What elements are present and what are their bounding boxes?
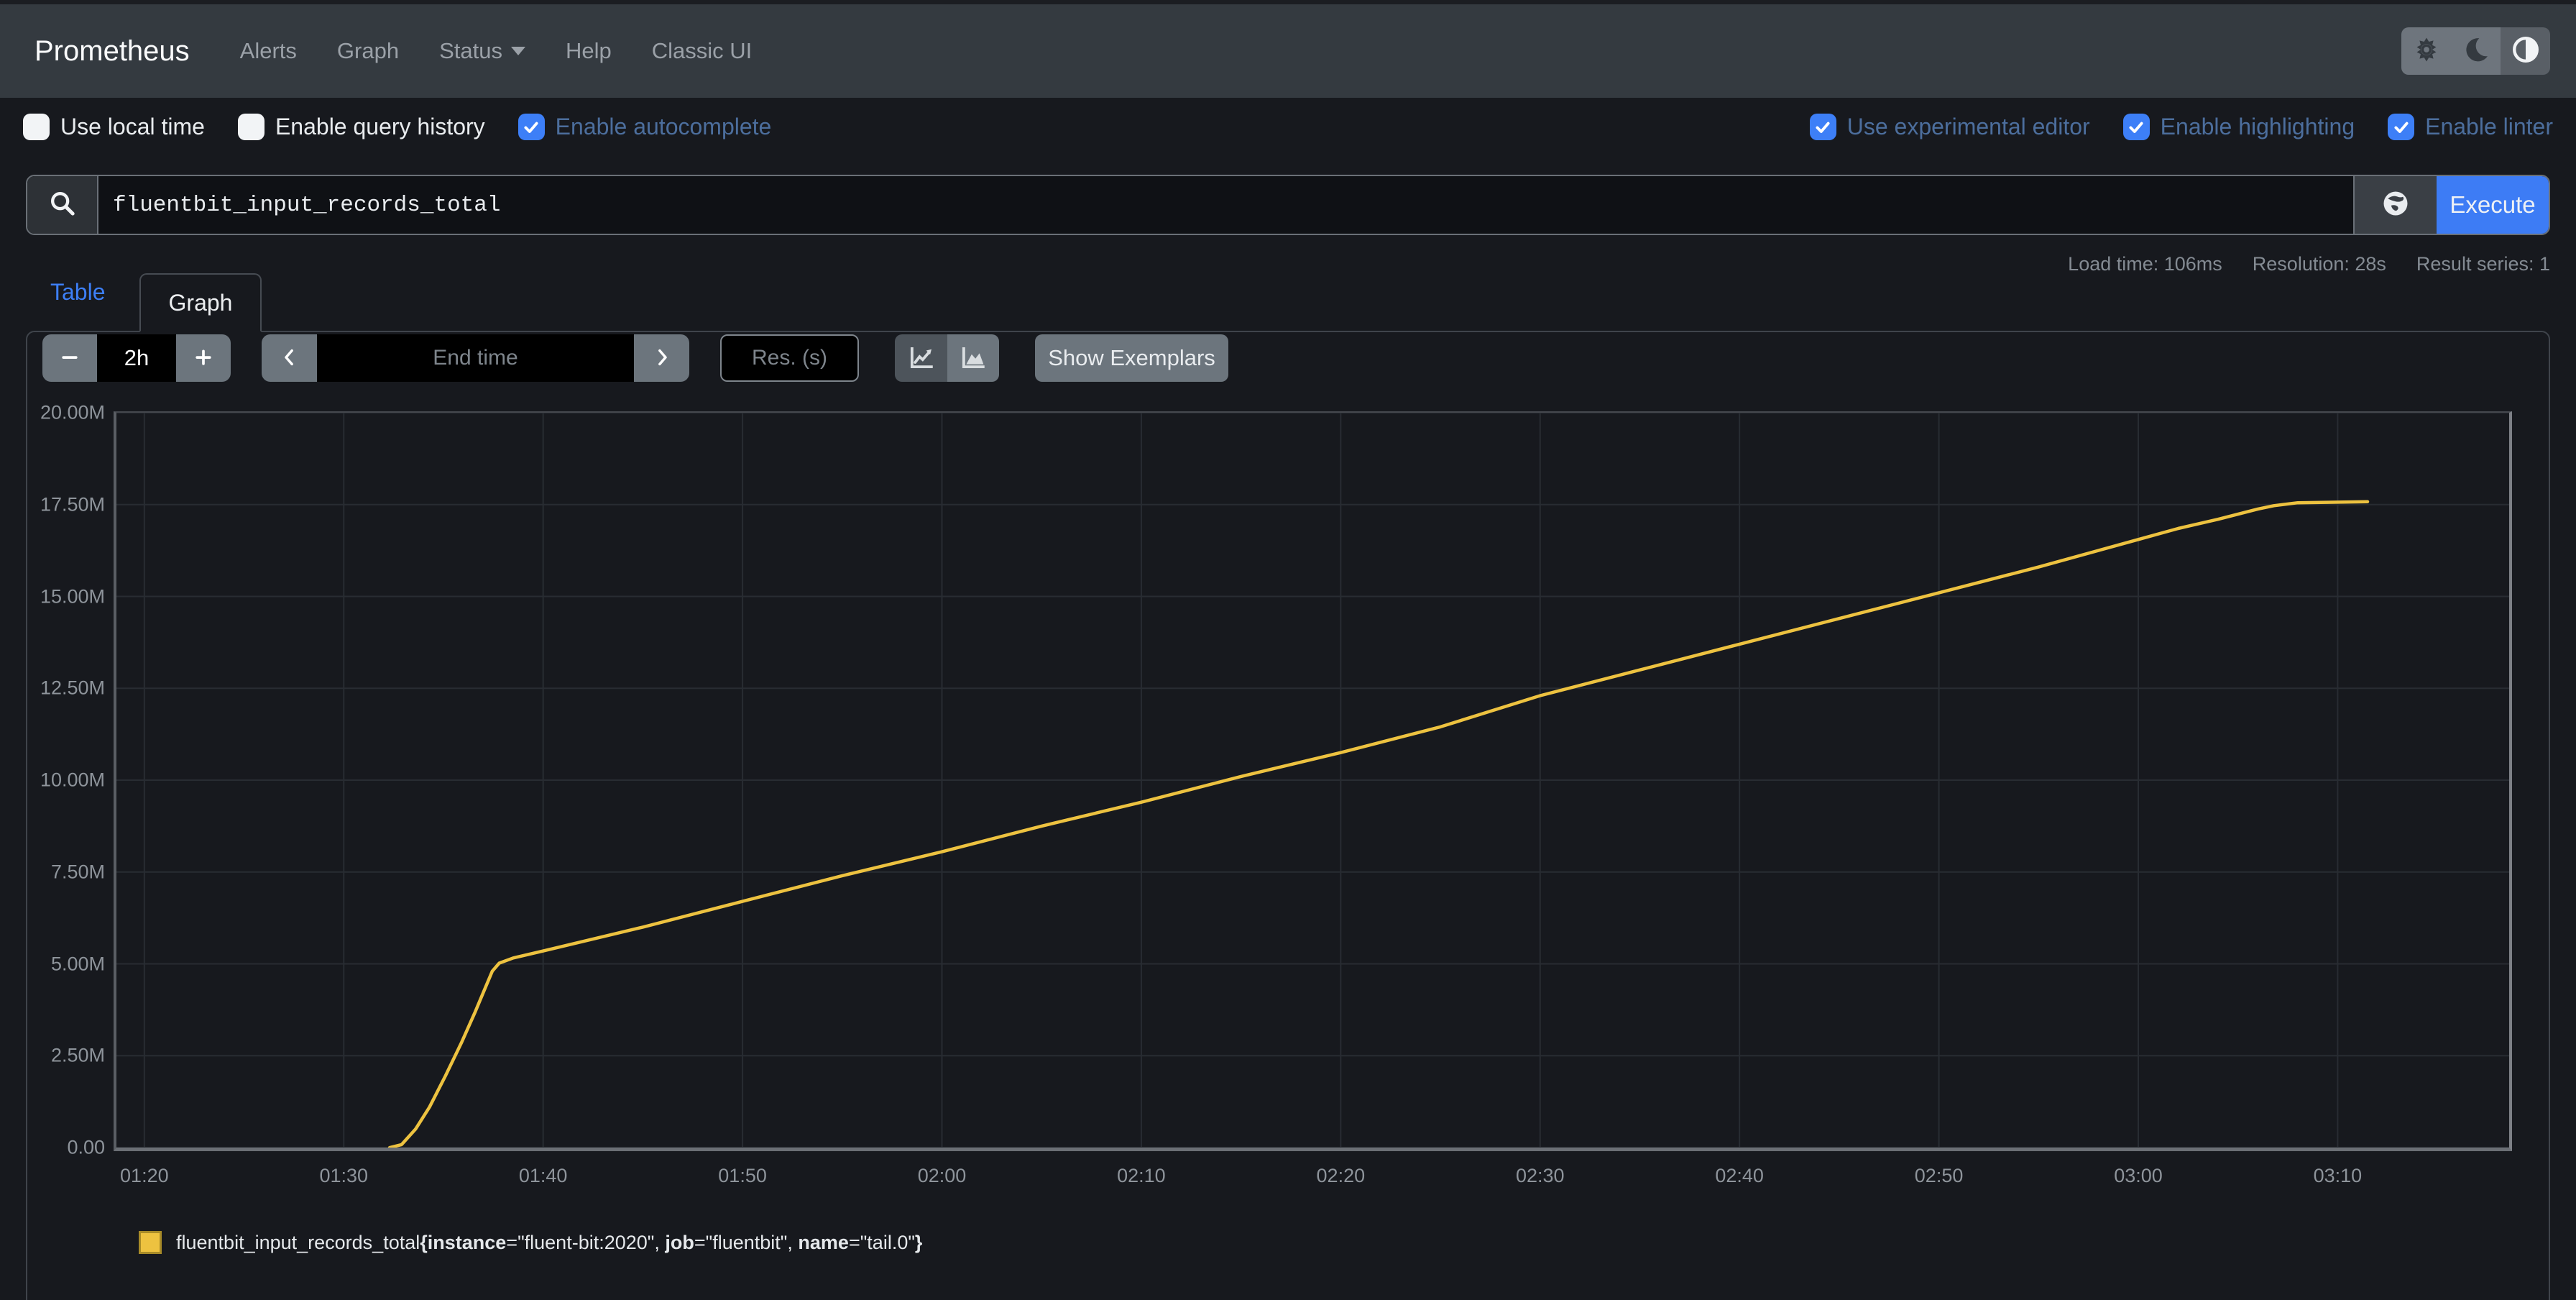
- x-tick-label: 01:40: [518, 1165, 568, 1186]
- nav-links: Alerts Graph Status Help Classic UI: [240, 38, 753, 64]
- y-tick-label: 7.50M: [50, 861, 105, 883]
- chart-plot-area[interactable]: [114, 411, 2512, 1151]
- checkbox: [1809, 114, 1836, 140]
- light-theme-button[interactable]: [2401, 27, 2451, 75]
- chart-type-toggle: [895, 334, 999, 382]
- chart-svg: [116, 413, 2509, 1148]
- query-bar: Execute: [26, 175, 2550, 235]
- show-exemplars-button[interactable]: Show Exemplars: [1035, 334, 1228, 382]
- dark-theme-button[interactable]: [2451, 27, 2501, 75]
- checkbox: [2388, 114, 2415, 140]
- result-series-stat: Result series: 1: [2416, 253, 2550, 275]
- checkbox: [518, 114, 545, 140]
- x-tick-label: 02:40: [1715, 1165, 1764, 1186]
- resolution-input[interactable]: [720, 334, 859, 382]
- enable-query-history-checkbox[interactable]: Enable query history: [237, 114, 485, 140]
- graph-panel: [26, 331, 2550, 1300]
- navbar: Prometheus Alerts Graph Status Help Clas…: [0, 4, 2576, 98]
- globe-icon: [2380, 188, 2411, 223]
- x-tick-label: 03:10: [2313, 1165, 2363, 1186]
- chevron-left-icon: [279, 347, 300, 370]
- y-tick-label: 17.50M: [40, 493, 105, 516]
- decrease-range-button[interactable]: [42, 334, 97, 382]
- tab-graph[interactable]: Graph: [139, 273, 262, 332]
- checkbox: [237, 114, 264, 140]
- settings-right: Use experimental editor Enable highlight…: [1809, 114, 2553, 140]
- query-expression-input[interactable]: [98, 176, 2353, 234]
- series-legend-label: fluentbit_input_records_total{instance="…: [176, 1231, 923, 1253]
- minus-icon: [58, 345, 82, 372]
- end-time-input[interactable]: [317, 334, 634, 382]
- brand-prometheus[interactable]: Prometheus: [34, 35, 190, 67]
- x-tick-label: 02:00: [917, 1165, 967, 1186]
- x-tick-label: 02:20: [1316, 1165, 1366, 1186]
- moon-icon: [2461, 35, 2491, 68]
- y-tick-label: 10.00M: [40, 769, 105, 791]
- checkbox: [2122, 114, 2150, 140]
- series-color-swatch: [139, 1231, 162, 1254]
- area-chart-toggle-button[interactable]: [947, 334, 999, 382]
- area-chart-icon: [958, 342, 988, 375]
- theme-toggle-group: [2401, 27, 2550, 75]
- enable-linter-checkbox[interactable]: Enable linter: [2388, 114, 2553, 140]
- x-tick-label: 01:20: [120, 1165, 169, 1186]
- series-line: [387, 500, 2370, 1148]
- enable-highlighting-checkbox[interactable]: Enable highlighting: [2122, 114, 2355, 140]
- time-forward-button[interactable]: [634, 334, 689, 382]
- nav-item-graph[interactable]: Graph: [336, 38, 400, 63]
- enable-autocomplete-checkbox[interactable]: Enable autocomplete: [518, 114, 771, 140]
- x-tick-label: 02:10: [1117, 1165, 1166, 1186]
- plus-icon: [191, 345, 216, 372]
- time-back-button[interactable]: [262, 334, 317, 382]
- auto-theme-button[interactable]: [2501, 27, 2550, 75]
- x-tick-label: 01:50: [718, 1165, 767, 1186]
- tab-table[interactable]: Table: [50, 279, 106, 305]
- search-icon: [48, 189, 77, 221]
- resolution-stat: Resolution: 28s: [2252, 253, 2386, 275]
- chart-legend: fluentbit_input_records_total{instance="…: [139, 1231, 922, 1254]
- settings-row: Use local time Enable query history Enab…: [23, 114, 2553, 140]
- nav-item-alerts[interactable]: Alerts: [239, 38, 297, 63]
- chevron-down-icon: [510, 47, 525, 55]
- increase-range-button[interactable]: [176, 334, 231, 382]
- checkbox: [23, 114, 50, 140]
- contrast-icon: [2510, 34, 2542, 69]
- nav-item-help[interactable]: Help: [565, 38, 612, 63]
- y-tick-label: 0.00: [67, 1136, 105, 1158]
- line-chart-icon: [906, 342, 937, 375]
- nav-item-status-dropdown[interactable]: Status: [439, 38, 525, 64]
- sun-icon: [2411, 35, 2442, 68]
- end-time-control: [262, 334, 689, 382]
- y-tick-label: 5.00M: [50, 953, 105, 974]
- use-local-time-checkbox[interactable]: Use local time: [23, 114, 205, 140]
- chevron-right-icon: [651, 347, 673, 370]
- load-time-stat: Load time: 106ms: [2068, 253, 2222, 275]
- y-tick-label: 20.00M: [40, 401, 105, 424]
- x-tick-label: 03:00: [2114, 1165, 2163, 1186]
- x-tick-label: 02:50: [1914, 1165, 1964, 1186]
- line-chart-toggle-button[interactable]: [895, 334, 947, 382]
- x-tick-label: 02:30: [1515, 1165, 1565, 1186]
- metrics-explorer-button[interactable]: [2353, 176, 2437, 234]
- settings-left: Use local time Enable query history Enab…: [23, 114, 771, 140]
- range-control: [42, 334, 231, 382]
- window-top-edge: [0, 0, 2576, 4]
- use-experimental-editor-checkbox[interactable]: Use experimental editor: [1809, 114, 2090, 140]
- range-input[interactable]: [97, 334, 176, 382]
- y-tick-label: 15.00M: [40, 585, 105, 607]
- nav-item-classic-ui[interactable]: Classic UI: [651, 38, 753, 63]
- x-tick-label: 01:30: [319, 1165, 369, 1186]
- query-search-segment: [27, 176, 98, 234]
- query-stats: Load time: 106ms Resolution: 28s Result …: [2068, 253, 2550, 275]
- execute-button[interactable]: Execute: [2437, 176, 2549, 234]
- y-tick-label: 12.50M: [40, 677, 105, 699]
- y-tick-label: 2.50M: [50, 1044, 105, 1066]
